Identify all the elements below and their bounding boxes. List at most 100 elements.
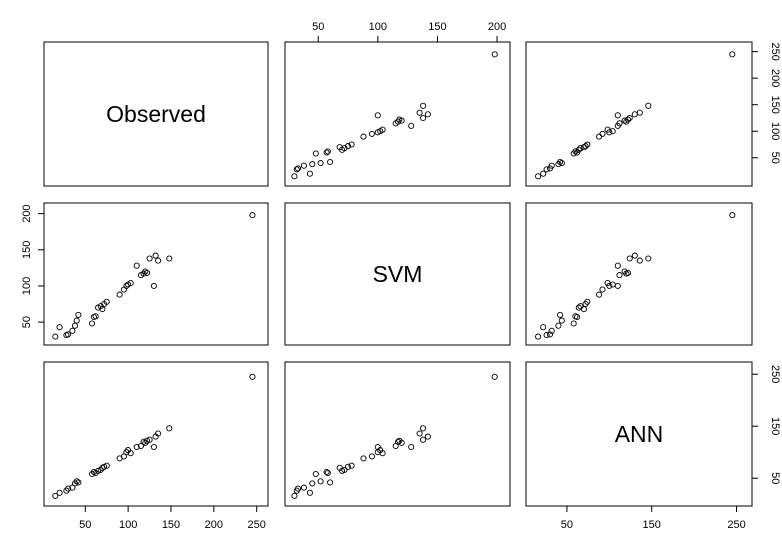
point-observed-vs-ann-1 bbox=[540, 170, 547, 177]
point-observed-vs-ann-2 bbox=[543, 166, 550, 173]
point-svm-vs-ann-26 bbox=[626, 255, 633, 262]
panel-frame-ann-vs-ann bbox=[525, 361, 753, 507]
point-observed-vs-svm-28 bbox=[424, 111, 431, 118]
x-tick-label-observed-50: 50 bbox=[79, 519, 91, 531]
point-observed-vs-ann-20 bbox=[604, 126, 611, 133]
y-tick-label-observed-100: 100 bbox=[769, 122, 781, 140]
point-ann-vs-svm-15 bbox=[348, 462, 355, 469]
point-observed-vs-svm-25 bbox=[396, 116, 403, 123]
x-tick-label-ann-250: 250 bbox=[727, 519, 745, 531]
point-observed-vs-ann-12 bbox=[577, 145, 584, 152]
y-tick-label-ann-150: 150 bbox=[769, 417, 781, 435]
point-observed-vs-svm-17 bbox=[368, 130, 375, 137]
point-observed-vs-ann-26 bbox=[626, 114, 633, 122]
point-ann-vs-svm-10 bbox=[324, 469, 331, 477]
point-svm-vs-ann-29 bbox=[636, 257, 643, 264]
point-ann-vs-observed-20 bbox=[127, 450, 134, 457]
y-tick-label-ann-50: 50 bbox=[769, 472, 781, 484]
point-svm-vs-ann-31 bbox=[729, 212, 736, 219]
point-svm-vs-observed-0 bbox=[52, 333, 59, 340]
y-tick-label-observed-150: 150 bbox=[769, 96, 781, 114]
point-ann-vs-observed-31 bbox=[249, 373, 256, 380]
panel-frame-ann-vs-observed bbox=[43, 361, 269, 507]
point-ann-vs-observed-29 bbox=[155, 430, 162, 437]
point-ann-vs-observed-26 bbox=[146, 436, 153, 443]
y-tick-label-svm-50: 50 bbox=[21, 316, 33, 328]
point-ann-vs-svm-29 bbox=[416, 430, 423, 437]
y-tick-label-svm-200: 200 bbox=[21, 204, 33, 222]
point-svm-vs-observed-5 bbox=[71, 322, 79, 329]
point-observed-vs-svm-29 bbox=[416, 109, 423, 116]
point-ann-vs-svm-27 bbox=[374, 443, 381, 451]
point-observed-vs-ann-14 bbox=[582, 143, 589, 150]
x-tick-label-svm-100: 100 bbox=[369, 21, 387, 33]
point-svm-vs-observed-10 bbox=[92, 313, 99, 320]
point-ann-vs-observed-27 bbox=[150, 443, 157, 451]
point-svm-vs-ann-13 bbox=[580, 306, 587, 313]
x-tick-label-svm-200: 200 bbox=[488, 21, 506, 33]
point-observed-vs-svm-15 bbox=[348, 141, 355, 148]
point-svm-vs-ann-22 bbox=[616, 272, 623, 279]
point-ann-vs-observed-30 bbox=[166, 425, 173, 432]
x-tick-label-observed-150: 150 bbox=[162, 519, 180, 531]
point-ann-vs-observed-22 bbox=[137, 442, 145, 450]
x-tick-label-svm-50: 50 bbox=[312, 21, 324, 33]
point-ann-vs-svm-14 bbox=[344, 463, 352, 470]
point-observed-vs-ann-27 bbox=[614, 112, 621, 119]
point-ann-vs-observed-24 bbox=[142, 439, 149, 446]
y-tick-label-observed-200: 200 bbox=[769, 69, 781, 87]
point-observed-vs-ann-6 bbox=[558, 160, 565, 167]
point-observed-vs-svm-5 bbox=[309, 161, 316, 168]
panel-frame-svm-vs-svm bbox=[284, 202, 511, 346]
point-svm-vs-ann-15 bbox=[584, 298, 591, 305]
point-ann-vs-observed-11 bbox=[95, 467, 102, 474]
point-ann-vs-svm-31 bbox=[491, 373, 498, 380]
point-svm-vs-observed-20 bbox=[127, 279, 134, 287]
point-svm-vs-ann-30 bbox=[645, 255, 652, 262]
point-observed-vs-ann-31 bbox=[729, 51, 736, 58]
point-ann-vs-svm-13 bbox=[336, 464, 343, 471]
point-svm-vs-ann-21 bbox=[614, 262, 621, 269]
point-ann-vs-svm-1 bbox=[306, 489, 313, 496]
point-ann-vs-svm-25 bbox=[396, 437, 403, 444]
point-observed-vs-svm-2 bbox=[293, 166, 300, 173]
point-observed-vs-svm-9 bbox=[323, 149, 330, 156]
panel-frame-svm-vs-observed bbox=[43, 202, 269, 346]
point-ann-vs-observed-8 bbox=[89, 470, 96, 478]
point-observed-vs-ann-11 bbox=[575, 146, 582, 153]
x-tick-label-observed-200: 200 bbox=[205, 519, 223, 531]
point-ann-vs-svm-8 bbox=[312, 470, 319, 478]
x-tick-label-svm-150: 150 bbox=[428, 21, 446, 33]
point-observed-vs-ann-19 bbox=[609, 128, 616, 135]
point-ann-vs-svm-30 bbox=[420, 425, 427, 432]
point-svm-vs-ann-17 bbox=[599, 286, 606, 293]
point-observed-vs-ann-7 bbox=[557, 158, 564, 166]
point-observed-vs-svm-10 bbox=[324, 148, 331, 155]
point-observed-vs-svm-20 bbox=[379, 126, 386, 133]
point-observed-vs-ann-17 bbox=[599, 130, 606, 137]
panel-frame-svm-vs-ann bbox=[525, 202, 753, 346]
point-svm-vs-ann-24 bbox=[621, 268, 628, 275]
point-observed-vs-svm-14 bbox=[344, 143, 352, 150]
x-tick-label-observed-250: 250 bbox=[248, 519, 266, 531]
point-svm-vs-observed-24 bbox=[142, 268, 149, 275]
point-svm-vs-ann-27 bbox=[614, 282, 621, 289]
point-ann-vs-observed-4 bbox=[69, 484, 76, 491]
point-svm-vs-observed-7 bbox=[75, 311, 82, 318]
point-svm-vs-observed-31 bbox=[249, 212, 256, 219]
diagonal-label-observed: Observed bbox=[106, 101, 206, 127]
point-svm-vs-ann-6 bbox=[558, 317, 565, 324]
point-svm-vs-ann-5 bbox=[555, 322, 562, 329]
point-observed-vs-ann-25 bbox=[624, 116, 632, 123]
point-observed-vs-svm-4 bbox=[300, 162, 307, 169]
point-observed-vs-ann-4 bbox=[548, 162, 555, 169]
point-svm-vs-ann-7 bbox=[557, 311, 564, 318]
point-svm-vs-ann-19 bbox=[609, 281, 616, 288]
point-observed-vs-svm-3 bbox=[294, 165, 302, 172]
point-svm-vs-observed-26 bbox=[146, 255, 153, 262]
panel-frame-ann-vs-svm bbox=[284, 361, 511, 507]
point-svm-vs-observed-16 bbox=[116, 291, 123, 298]
point-ann-vs-observed-1 bbox=[56, 489, 63, 496]
point-svm-vs-observed-29 bbox=[155, 257, 162, 264]
